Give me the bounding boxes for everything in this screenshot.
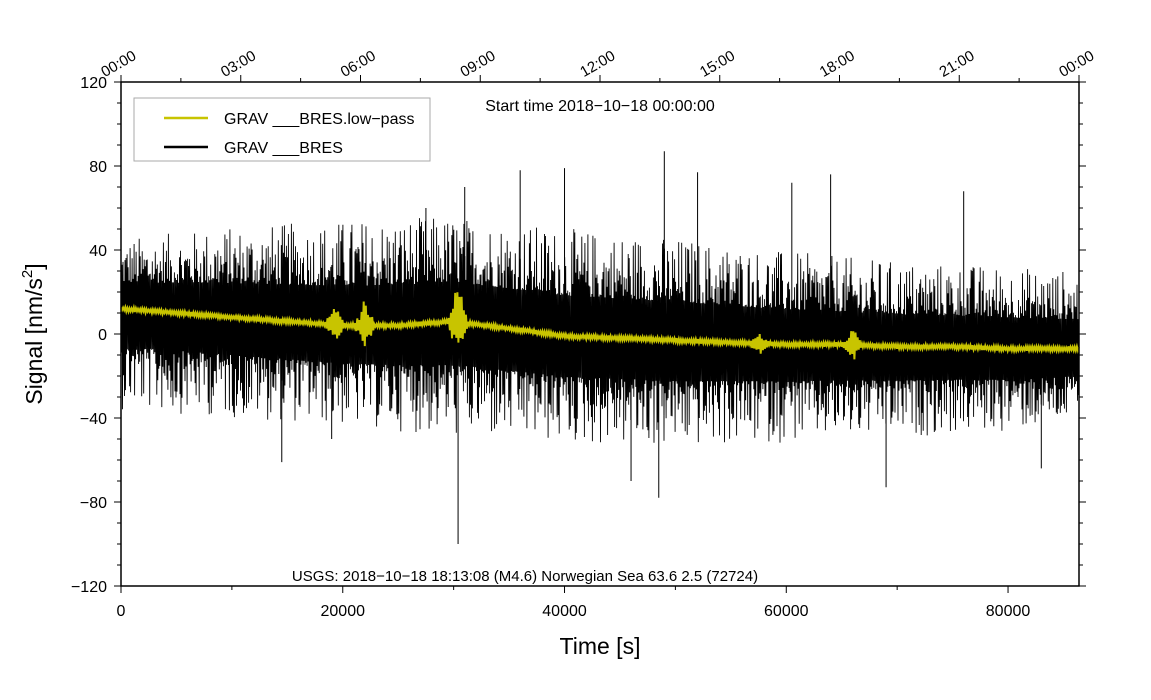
top-time-label: 21:00 — [936, 47, 977, 80]
trace-layer — [120, 151, 1080, 544]
x-tick-label: 80000 — [986, 603, 1031, 620]
y-axis-title-sup: 2 — [19, 270, 36, 278]
raw-signal-trace — [120, 218, 1080, 443]
top-time-label: 15:00 — [697, 47, 738, 80]
legend: GRAV ___BRES.low−pass GRAV ___BRES — [133, 97, 431, 162]
top-time-label: 00:00 — [1056, 47, 1097, 80]
x-tick-label: 0 — [117, 603, 126, 620]
x-tick-label: 60000 — [764, 603, 809, 620]
top-time-label: 06:00 — [338, 47, 379, 80]
top-time-label: 09:00 — [457, 47, 498, 80]
x-axis-title: Time [s] — [560, 633, 641, 659]
y-axis-title: Signal [nm/s2] — [19, 263, 47, 404]
lowpass-signal-trace — [120, 292, 1080, 360]
x-tick-label: 20000 — [321, 603, 366, 620]
legend-box — [133, 97, 431, 162]
top-time-label: 12:00 — [577, 47, 618, 80]
y-axis-title-end: ] — [21, 263, 47, 269]
y-tick-label: −120 — [71, 579, 107, 596]
top-time-label: 18:00 — [817, 47, 858, 80]
y-tick-label: 0 — [98, 327, 107, 344]
legend-label-raw: GRAV ___BRES — [224, 140, 343, 157]
y-axis-title-main: Signal [nm/s — [21, 278, 47, 405]
top-time-label: 03:00 — [218, 47, 259, 80]
y-tick-label: −40 — [80, 411, 107, 428]
top-time-label: 00:00 — [98, 47, 139, 80]
y-tick-label: −80 — [80, 495, 107, 512]
x-tick-label: 40000 — [542, 603, 587, 620]
start-time-label: Start time 2018−10−18 00:00:00 — [485, 98, 715, 115]
y-tick-label: 40 — [89, 243, 107, 260]
y-tick-label: 120 — [80, 75, 107, 92]
y-tick-label: 80 — [89, 159, 107, 176]
legend-label-lowpass: GRAV ___BRES.low−pass — [224, 111, 414, 128]
event-label: USGS: 2018−10−18 18:13:08 (M4.6) Norwegi… — [292, 568, 758, 585]
